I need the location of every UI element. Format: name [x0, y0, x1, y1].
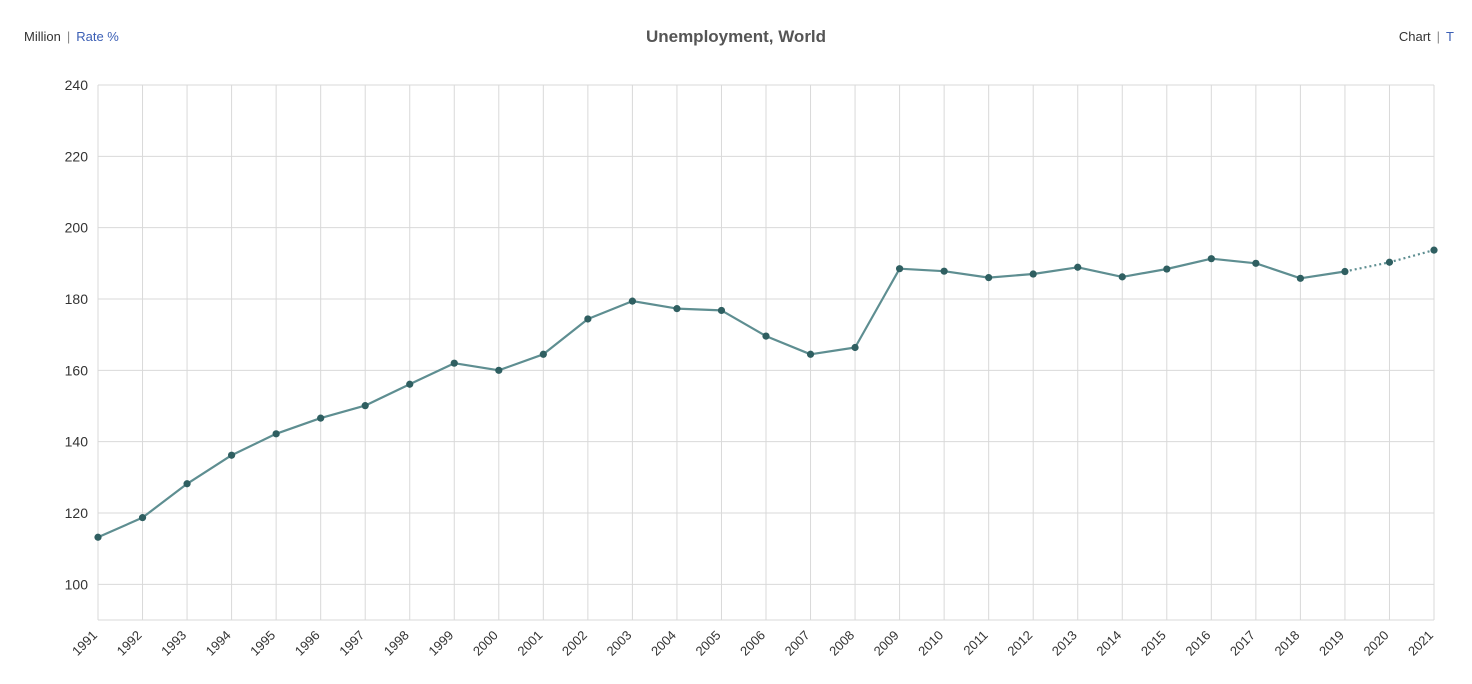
x-tick-label: 1999 [425, 628, 456, 659]
data-point[interactable] [1296, 274, 1304, 282]
x-tick-label: 2005 [693, 628, 724, 659]
x-tick-label: 2012 [1004, 628, 1035, 659]
y-tick-label: 160 [65, 362, 89, 378]
data-point[interactable] [673, 305, 681, 313]
million-toggle[interactable]: Million [24, 29, 61, 44]
data-point[interactable] [1207, 255, 1215, 263]
data-point[interactable] [1118, 273, 1126, 281]
chart-header: Million | Rate % Unemployment, World Chart… [0, 0, 1472, 70]
data-point[interactable] [495, 366, 503, 374]
data-point[interactable] [1341, 267, 1349, 276]
x-tick-label: 1993 [158, 628, 189, 659]
x-tick-label: 1991 [69, 628, 100, 659]
x-tick-label: 2016 [1182, 628, 1213, 659]
x-axis-labels: 1991 1992 1993 1994 1995 1996 1997 1998 1999 2000… [69, 628, 1436, 659]
data-point[interactable] [272, 430, 280, 438]
rate-toggle[interactable]: Rate % [76, 29, 119, 44]
x-tick-label: 1998 [381, 628, 412, 659]
x-tick-label: 2013 [1049, 628, 1080, 659]
x-tick-label: 2014 [1093, 628, 1124, 659]
data-point[interactable] [1029, 270, 1037, 278]
data-point[interactable] [228, 451, 236, 459]
view-toggle-separator: | [1436, 29, 1441, 44]
y-tick-label: 120 [65, 505, 89, 521]
data-point[interactable] [1252, 259, 1260, 267]
data-points [94, 246, 1438, 541]
data-point[interactable] [896, 265, 904, 273]
x-tick-label: 2010 [915, 628, 946, 659]
x-tick-label: 2018 [1271, 628, 1302, 659]
data-point[interactable] [361, 402, 369, 410]
data-point[interactable] [584, 315, 592, 323]
chart-title: Unemployment, World [645, 27, 827, 46]
data-point[interactable] [851, 343, 859, 352]
y-tick-label: 100 [65, 576, 89, 592]
table-view-toggle[interactable]: T [1446, 29, 1454, 44]
data-point[interactable] [138, 514, 147, 522]
data-point[interactable] [806, 350, 815, 358]
vertical-gridlines [97, 85, 1435, 620]
data-point[interactable] [985, 274, 993, 282]
data-point[interactable] [406, 380, 414, 388]
y-tick-label: 180 [65, 291, 89, 307]
data-point[interactable] [762, 332, 770, 340]
x-tick-label: 1995 [247, 628, 278, 659]
view-toggle: Chart | T [1399, 29, 1454, 44]
data-point[interactable] [628, 297, 637, 305]
x-tick-label: 2011 [960, 628, 990, 658]
unit-toggle-separator: | [66, 29, 71, 44]
data-point[interactable] [1430, 246, 1438, 254]
x-tick-label: 2009 [871, 628, 902, 659]
x-tick-label: 2015 [1138, 628, 1169, 659]
unit-toggle: Million | Rate % [24, 29, 119, 44]
x-tick-label: 1997 [336, 628, 367, 659]
x-tick-label: 2000 [470, 628, 501, 659]
x-tick-label: 1996 [292, 628, 323, 659]
data-point[interactable] [1385, 258, 1394, 266]
x-tick-label: 2019 [1316, 628, 1347, 659]
data-point[interactable] [1163, 265, 1171, 273]
data-point[interactable] [940, 267, 948, 275]
x-tick-label: 2021 [1405, 628, 1436, 659]
x-tick-label: 1992 [114, 628, 145, 659]
x-tick-label: 2001 [514, 628, 545, 659]
data-point[interactable] [183, 480, 191, 488]
y-tick-label: 220 [65, 148, 89, 164]
data-point[interactable] [94, 533, 102, 541]
data-point[interactable] [317, 414, 325, 422]
x-tick-label: 2004 [648, 628, 679, 659]
x-tick-label: 2007 [782, 628, 813, 659]
x-tick-label: 2002 [559, 628, 590, 659]
x-tick-label: 2017 [1227, 628, 1258, 659]
y-tick-label: 240 [65, 77, 89, 93]
x-tick-label: 2008 [826, 628, 857, 659]
data-point[interactable] [1074, 263, 1082, 271]
y-tick-label: 200 [65, 220, 89, 236]
data-point[interactable] [450, 359, 458, 367]
x-tick-label: 2006 [737, 628, 768, 659]
x-tick-label: 2003 [603, 628, 634, 659]
data-point[interactable] [539, 350, 547, 358]
y-axis-labels: 100 120 140 160 180 200 220 240 [65, 77, 89, 592]
x-tick-label: 2020 [1361, 628, 1392, 659]
data-point[interactable] [717, 306, 726, 315]
y-tick-label: 140 [65, 434, 89, 450]
chart-view-toggle[interactable]: Chart [1398, 29, 1431, 44]
x-tick-label: 1994 [203, 628, 234, 659]
